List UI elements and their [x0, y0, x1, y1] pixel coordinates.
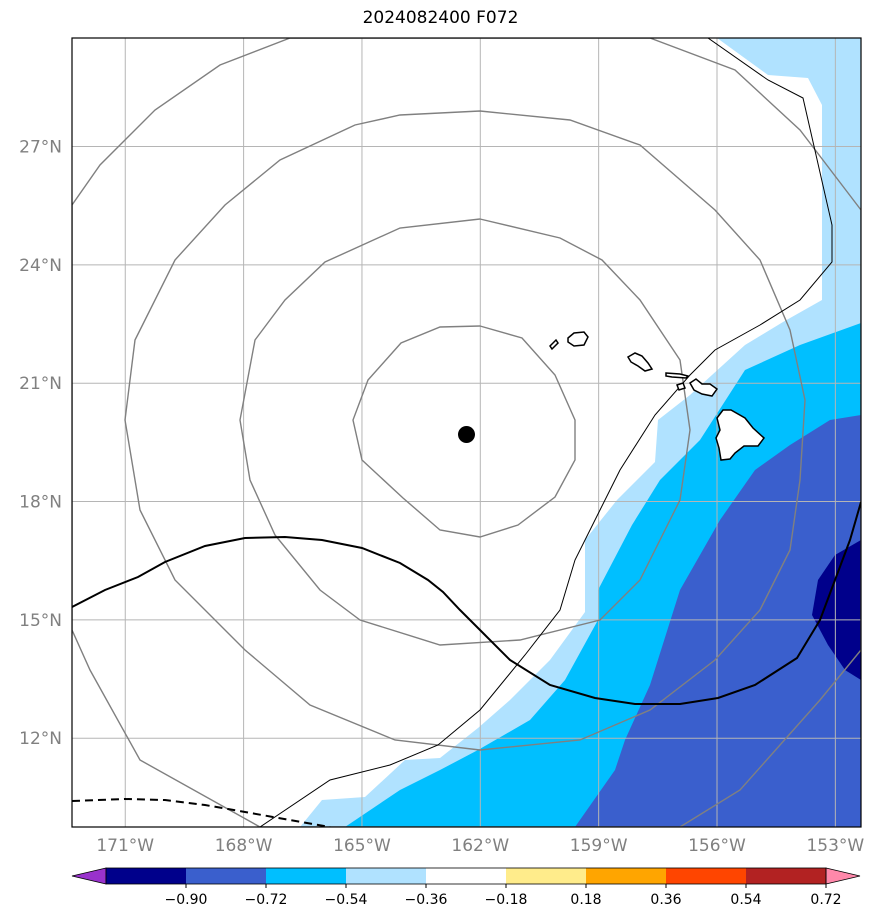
distance-ring-4	[72, 38, 861, 827]
lat-tick-label: 18°N	[19, 493, 62, 513]
colorbar-segment	[346, 868, 427, 884]
lon-tick-label: 156°W	[688, 836, 746, 856]
lon-tick-label: 168°W	[215, 836, 273, 856]
colorbar-extend-low	[71, 867, 107, 885]
colorbar-segment	[186, 868, 267, 884]
colorbar-segment	[106, 868, 187, 884]
lat-tick-label: 15°N	[19, 611, 62, 631]
longitude-tick-labels: 171°W 168°W 165°W 162°W 159°W 156°W 153°W	[96, 836, 864, 856]
map-frame	[71, 37, 862, 828]
colorbar-frame	[105, 867, 827, 885]
colorbar-tick-label: −0.36	[405, 892, 448, 908]
island-niihau	[549, 338, 559, 351]
colorbar-tick-label: 0.36	[650, 892, 681, 908]
contour-fill-dark-blue	[812, 540, 861, 680]
lon-tick-label: 165°W	[333, 836, 391, 856]
distance-rings	[72, 38, 861, 827]
colorbar-segment	[266, 868, 347, 884]
colorbar-tick-label: 0.18	[570, 892, 601, 908]
storm-center-marker	[458, 425, 475, 443]
colorbar-extend-high	[825, 867, 861, 885]
island-molokai	[665, 372, 690, 379]
boundary-line	[259, 38, 833, 827]
distance-ring-1	[352, 325, 576, 538]
lat-tick-label: 24°N	[19, 256, 62, 276]
colorbar-segment	[666, 868, 747, 884]
colorbar-tick-label: −0.54	[325, 892, 368, 908]
lon-tick-label: 159°W	[570, 836, 628, 856]
contour-fill-royal-blue	[575, 415, 861, 827]
colorbar-segment	[746, 868, 827, 884]
lat-tick-label: 12°N	[19, 729, 62, 749]
colorbar-tick-label: −0.18	[485, 892, 528, 908]
lon-tick-label: 171°W	[96, 836, 154, 856]
lat-tick-label: 21°N	[19, 374, 62, 394]
contour-solid-line	[72, 501, 861, 705]
island-maui	[689, 378, 719, 397]
colorbar-segment	[426, 868, 507, 884]
map-title: 2024082400 F072	[362, 8, 519, 28]
lat-tick-label: 27°N	[19, 137, 62, 157]
colorbar-tick-label: −0.90	[165, 892, 208, 908]
contour-dashed-line	[72, 797, 331, 827]
island-hawaii	[715, 409, 766, 461]
distance-ring-2	[239, 218, 691, 646]
latitude-tick-labels: 12°N 15°N 18°N 21°N 24°N 27°N	[19, 137, 62, 749]
map-plot-area	[72, 38, 861, 827]
colorbar-tick-labels: −0.90 −0.72 −0.54 −0.36 −0.18 0.18 0.36 0.54 0.7…	[165, 884, 842, 908]
island-outlines	[549, 331, 766, 461]
colorbar-segment	[586, 868, 667, 884]
island-oahu	[626, 352, 654, 372]
distance-ring-3	[124, 110, 806, 751]
island-kauai	[567, 331, 589, 347]
island-lanai	[676, 382, 686, 391]
colorbar-tick-label: 0.54	[730, 892, 761, 908]
lon-tick-label: 162°W	[451, 836, 509, 856]
colorbar-tick-label: 0.72	[810, 892, 841, 908]
colorbar-segment	[506, 868, 587, 884]
lon-tick-label: 153°W	[806, 836, 864, 856]
colorbar-tick-label: −0.72	[245, 892, 288, 908]
map-gridlines	[72, 38, 861, 827]
colorbar	[71, 867, 861, 885]
